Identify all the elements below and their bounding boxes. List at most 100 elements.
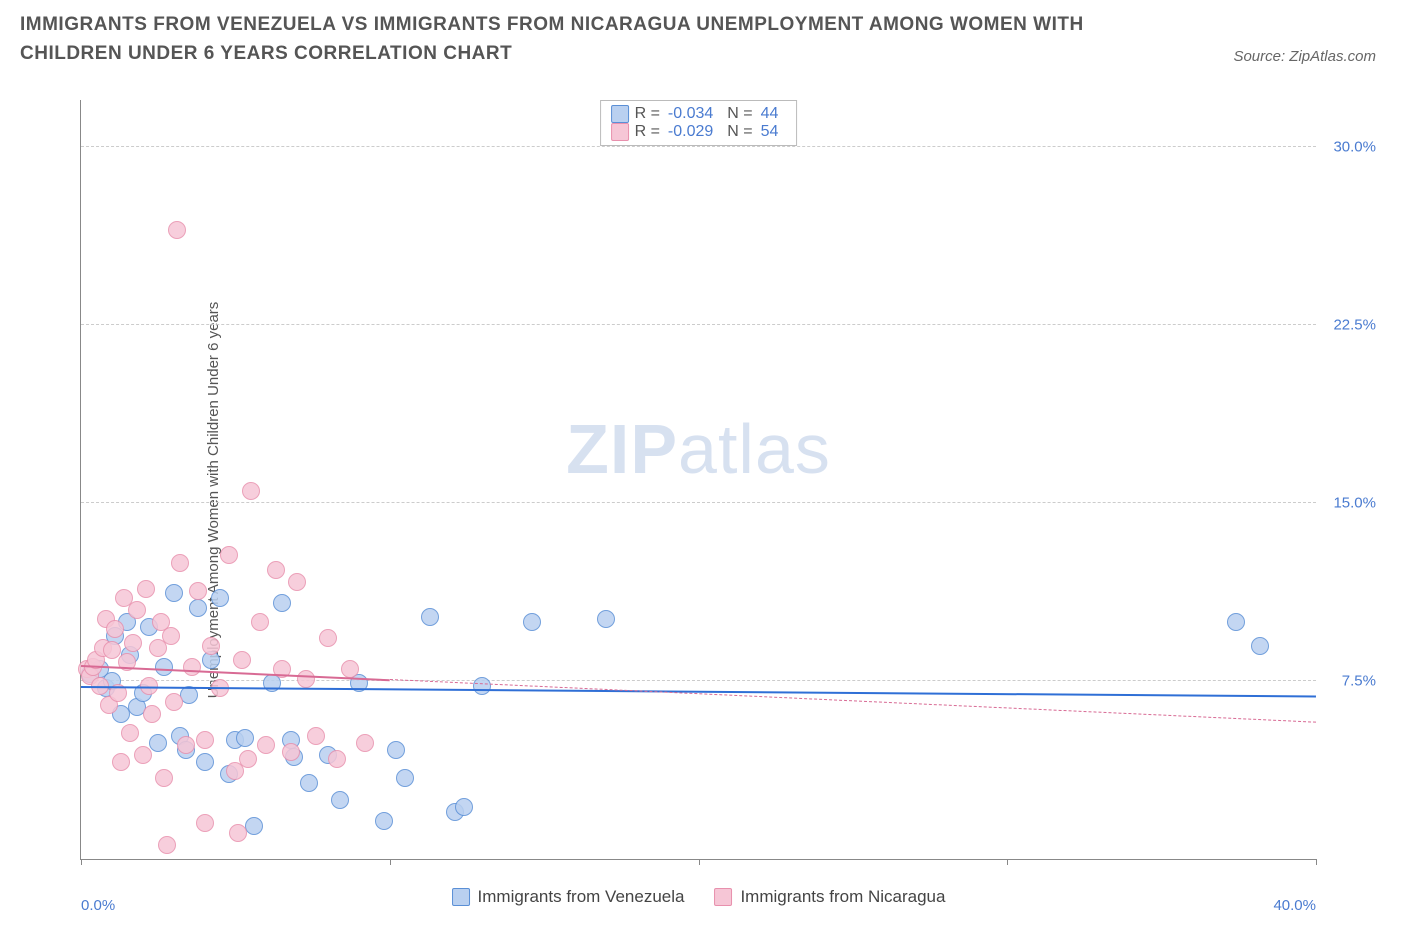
legend-series: Immigrants from Venezuela Immigrants fro… — [452, 887, 946, 907]
data-point — [375, 812, 393, 830]
data-point — [143, 705, 161, 723]
trend-line — [390, 679, 1316, 723]
data-point — [121, 724, 139, 742]
legend-item-nicaragua: Immigrants from Nicaragua — [714, 887, 945, 907]
plot-area: ZIPatlas R = -0.034 N = 44 R = -0.029 N … — [80, 100, 1316, 860]
y-tick-label: 22.5% — [1333, 317, 1376, 334]
data-point — [251, 613, 269, 631]
chart-header: IMMIGRANTS FROM VENEZUELA VS IMMIGRANTS … — [0, 0, 1406, 69]
data-point — [328, 750, 346, 768]
swatch-nicaragua — [714, 888, 732, 906]
data-point — [183, 658, 201, 676]
x-tick — [699, 859, 700, 865]
data-point — [137, 580, 155, 598]
legend-stats-row-nicaragua: R = -0.029 N = 54 — [611, 123, 787, 141]
y-tick-label: 7.5% — [1342, 673, 1376, 690]
source-label: Source: ZipAtlas.com — [1233, 10, 1376, 65]
data-point — [319, 629, 337, 647]
data-point — [307, 727, 325, 745]
data-point — [297, 670, 315, 688]
data-point — [356, 734, 374, 752]
data-point — [155, 658, 173, 676]
n-label: N = — [727, 123, 752, 141]
data-point — [177, 736, 195, 754]
data-point — [124, 634, 142, 652]
data-point — [155, 769, 173, 787]
data-point — [331, 791, 349, 809]
x-tick — [1007, 859, 1008, 865]
data-point — [341, 660, 359, 678]
x-tick-label: 40.0% — [1273, 897, 1316, 914]
data-point — [396, 769, 414, 787]
data-point — [162, 627, 180, 645]
r-value-venezuela: -0.034 — [668, 105, 713, 123]
x-tick — [81, 859, 82, 865]
data-point — [180, 686, 198, 704]
data-point — [149, 734, 167, 752]
gridline — [81, 502, 1316, 503]
chart-title: IMMIGRANTS FROM VENEZUELA VS IMMIGRANTS … — [20, 10, 1120, 69]
r-label: R = — [635, 105, 660, 123]
series-label-nicaragua: Immigrants from Nicaragua — [740, 887, 945, 907]
data-point — [189, 599, 207, 617]
trend-line — [81, 686, 1316, 697]
x-tick — [390, 859, 391, 865]
data-point — [103, 641, 121, 659]
data-point — [229, 824, 247, 842]
series-label-venezuela: Immigrants from Venezuela — [478, 887, 685, 907]
data-point — [455, 798, 473, 816]
x-tick-label: 0.0% — [81, 897, 115, 914]
data-point — [473, 677, 491, 695]
n-value-nicaragua: 54 — [761, 123, 779, 141]
swatch-venezuela — [452, 888, 470, 906]
swatch-venezuela — [611, 105, 629, 123]
data-point — [421, 608, 439, 626]
data-point — [242, 482, 260, 500]
data-point — [300, 774, 318, 792]
watermark: ZIPatlas — [566, 409, 831, 489]
data-point — [196, 753, 214, 771]
data-point — [211, 589, 229, 607]
y-tick-label: 30.0% — [1333, 139, 1376, 156]
data-point — [202, 637, 220, 655]
data-point — [189, 582, 207, 600]
data-point — [1227, 613, 1245, 631]
data-point — [245, 817, 263, 835]
data-point — [106, 620, 124, 638]
data-point — [1251, 637, 1269, 655]
chart-container: Unemployment Among Women with Children U… — [20, 90, 1386, 910]
x-tick — [1316, 859, 1317, 865]
data-point — [239, 750, 257, 768]
data-point — [523, 613, 541, 631]
data-point — [387, 741, 405, 759]
swatch-nicaragua — [611, 123, 629, 141]
data-point — [288, 573, 306, 591]
data-point — [165, 584, 183, 602]
data-point — [168, 221, 186, 239]
r-label: R = — [635, 123, 660, 141]
y-tick-label: 15.0% — [1333, 495, 1376, 512]
data-point — [236, 729, 254, 747]
data-point — [220, 546, 238, 564]
gridline — [81, 324, 1316, 325]
data-point — [128, 601, 146, 619]
data-point — [282, 743, 300, 761]
data-point — [112, 753, 130, 771]
gridline — [81, 146, 1316, 147]
legend-stats-row-venezuela: R = -0.034 N = 44 — [611, 105, 787, 123]
data-point — [196, 731, 214, 749]
data-point — [171, 554, 189, 572]
r-value-nicaragua: -0.029 — [668, 123, 713, 141]
data-point — [597, 610, 615, 628]
data-point — [273, 594, 291, 612]
legend-item-venezuela: Immigrants from Venezuela — [452, 887, 685, 907]
data-point — [257, 736, 275, 754]
data-point — [158, 836, 176, 854]
data-point — [196, 814, 214, 832]
legend-stats: R = -0.034 N = 44 R = -0.029 N = 54 — [600, 100, 798, 146]
data-point — [134, 746, 152, 764]
data-point — [165, 693, 183, 711]
n-value-venezuela: 44 — [761, 105, 779, 123]
n-label: N = — [727, 105, 752, 123]
data-point — [233, 651, 251, 669]
